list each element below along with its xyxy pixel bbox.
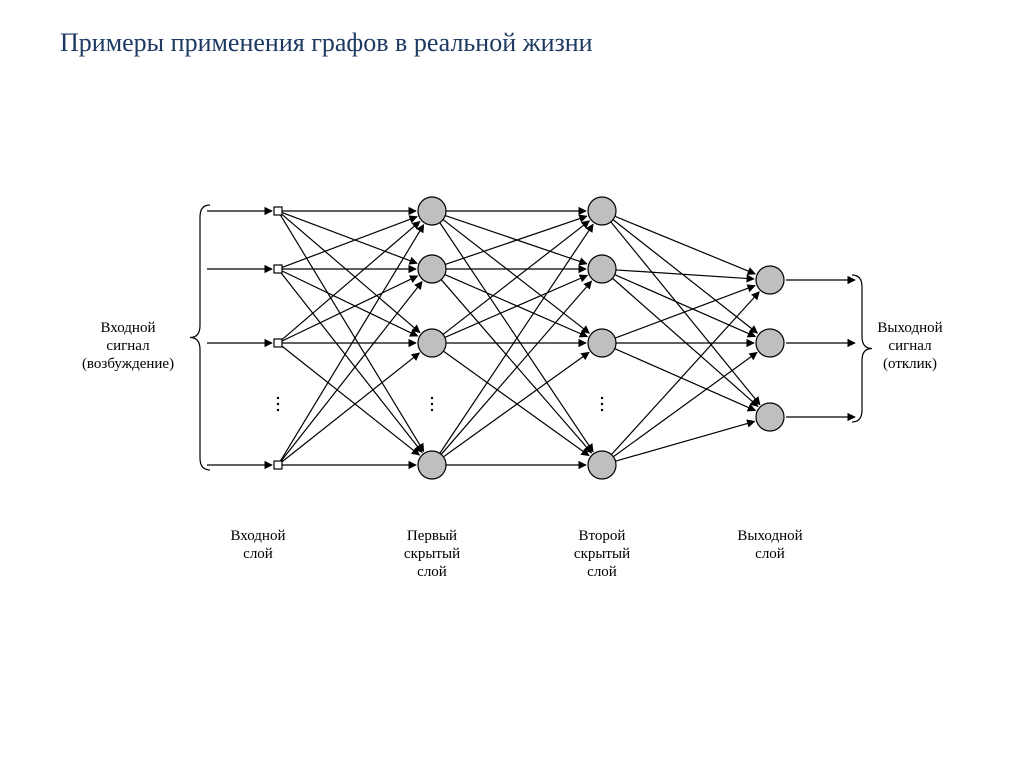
ellipsis-dot [277, 403, 279, 405]
neuron-node [418, 255, 446, 283]
connection-edge [440, 223, 593, 452]
ellipsis-dot [601, 397, 603, 399]
input-node [274, 207, 282, 215]
ellipsis-dot [431, 397, 433, 399]
ellipsis-dot [277, 397, 279, 399]
ellipsis-dot [431, 403, 433, 405]
neural-network-diagram: Входнойсигнал(возбуждение) Выходнойсигнал… [0, 0, 1024, 767]
ellipsis-dot [277, 409, 279, 411]
connection-edge [611, 222, 760, 405]
connection-edge [445, 275, 587, 337]
layer-label-input: Входнойслой [231, 528, 286, 562]
output-brace [852, 275, 872, 422]
connection-edge [615, 286, 755, 338]
neuron-node [588, 329, 616, 357]
connection-edge [280, 282, 422, 462]
connection-edge [615, 216, 755, 274]
connection-edge [280, 214, 424, 451]
connection-edge [445, 216, 587, 264]
layer-label-hidden2: Второйскрытыйслой [574, 528, 630, 580]
connection-edge [445, 275, 587, 337]
input-node [274, 265, 282, 273]
connection-edge [282, 217, 417, 268]
neuron-node [418, 329, 446, 357]
ellipsis-dot [601, 403, 603, 405]
neuron-node [588, 255, 616, 283]
neuron-node [756, 329, 784, 357]
connection-edge [611, 292, 759, 455]
neuron-node [588, 197, 616, 225]
connection-edge [616, 270, 754, 279]
connection-edge [441, 281, 591, 454]
connection-edge [443, 221, 589, 335]
input-signal-label: Входнойсигнал(возбуждение) [82, 320, 174, 372]
connection-edge [281, 353, 419, 463]
ellipsis-dot [431, 409, 433, 411]
output-signal-label: Выходнойсигнал(отклик) [877, 320, 942, 372]
neuron-node [418, 451, 446, 479]
input-brace [190, 205, 210, 470]
ellipsis-dot [601, 409, 603, 411]
neuron-node [756, 266, 784, 294]
connection-edge [615, 349, 756, 411]
input-node [274, 461, 282, 469]
layer-label-hidden1: Первыйскрытыйслой [404, 528, 460, 580]
neuron-node [588, 451, 616, 479]
neuron-node [756, 403, 784, 431]
input-node [274, 339, 282, 347]
connection-edge [282, 212, 417, 263]
connection-edge [282, 276, 418, 341]
connection-edge [282, 271, 418, 336]
connection-edge [613, 278, 758, 406]
connection-edge [443, 220, 589, 334]
connection-edge [615, 275, 756, 337]
connection-edge [613, 220, 757, 333]
layer-label-output: Выходнойслой [737, 528, 802, 562]
neuron-node [418, 197, 446, 225]
connection-edge [281, 214, 420, 333]
